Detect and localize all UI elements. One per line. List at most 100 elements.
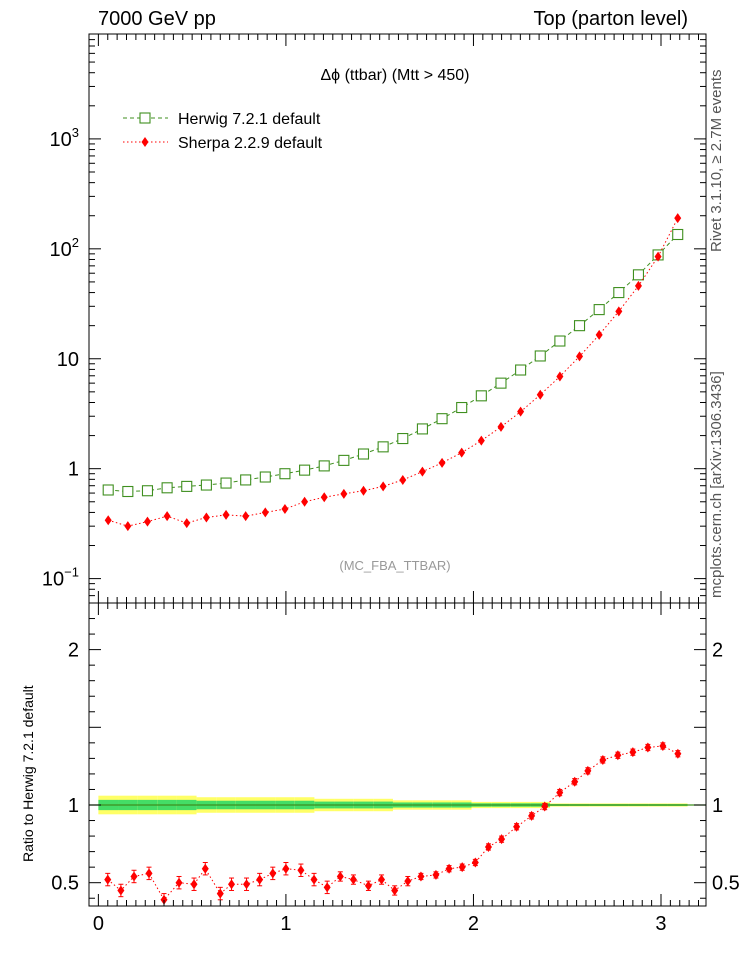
sherpa-ratio-point — [228, 879, 236, 890]
sherpa-point — [340, 488, 348, 499]
sherpa-point — [281, 503, 289, 514]
sherpa-ratio-point — [216, 888, 224, 899]
sherpa-point — [301, 496, 309, 507]
sherpa-ratio-point — [614, 750, 622, 761]
sherpa-ratio-point — [104, 874, 112, 885]
legend-sherpa-label: Sherpa 2.2.9 default — [178, 135, 323, 152]
legend-sherpa-marker — [141, 137, 149, 147]
sherpa-ratio-point — [391, 885, 399, 896]
herwig-point — [436, 413, 448, 425]
sherpa-point — [477, 435, 485, 446]
sherpa-ratio-point — [458, 862, 466, 873]
herwig-point — [279, 468, 291, 480]
sherpa-point — [497, 421, 505, 432]
herwig-point — [299, 464, 311, 476]
herwig-point — [220, 477, 232, 489]
sherpa-point — [183, 518, 191, 529]
herwig-point — [672, 228, 684, 241]
sherpa-point — [359, 485, 367, 496]
herwig-point — [161, 482, 173, 494]
herwig-point — [593, 304, 605, 316]
sherpa-ratio-point — [117, 885, 125, 896]
herwig-point — [397, 432, 409, 445]
sherpa-ratio-point — [528, 810, 536, 821]
herwig-point — [240, 474, 252, 486]
sherpa-point — [418, 466, 426, 477]
sherpa-point — [438, 457, 446, 468]
sherpa-series-line — [108, 217, 679, 527]
sherpa-ratio-point — [404, 876, 412, 887]
sherpa-ratio-point — [282, 863, 290, 874]
herwig-point — [495, 377, 507, 389]
sherpa-ratio-point — [584, 765, 592, 776]
herwig-point — [122, 485, 134, 498]
herwig-point — [573, 320, 586, 332]
header-process-label: 7000 GeV pp — [98, 8, 216, 30]
sherpa-point — [163, 511, 171, 522]
herwig-point — [102, 484, 114, 496]
ratio-y-tick-label-left: 0.5 — [51, 873, 79, 895]
analysis-label: (MC_FBA_TTBAR) — [339, 558, 450, 573]
legend-herwig-marker — [139, 112, 151, 124]
ratio-plot-frame — [88, 602, 707, 907]
sherpa-point — [261, 507, 269, 518]
main-y-tick-label: 10 — [57, 349, 79, 371]
sherpa-ratio-point — [417, 871, 425, 882]
main-y-tick-label: 103 — [50, 125, 79, 151]
herwig-point — [456, 401, 468, 414]
axis-tick-labels: 10−1 1 10 102 103 0.5 0.5 1 1 2 2 0 1 2 3 — [42, 125, 740, 935]
herwig-point — [632, 269, 644, 281]
sherpa-ratio-point — [541, 801, 549, 812]
sherpa-ratio-point — [432, 869, 440, 880]
legend: Herwig 7.2.1 default Sherpa 2.2.9 default — [123, 111, 323, 152]
herwig-point — [200, 479, 212, 491]
sherpa-point — [615, 306, 623, 317]
sherpa-ratio-point — [310, 874, 318, 885]
sherpa-ratio-point — [175, 877, 183, 888]
sherpa-point — [634, 280, 642, 291]
herwig-point — [554, 335, 566, 347]
herwig-point — [181, 480, 193, 492]
sherpa-ratio-point — [269, 868, 277, 879]
main-series-group — [102, 213, 684, 532]
x-tick-label: 2 — [468, 913, 479, 935]
sherpa-point — [399, 474, 407, 485]
main-y-tick-label: 1 — [68, 459, 79, 481]
x-tick-label: 1 — [280, 913, 291, 935]
herwig-point — [141, 485, 154, 497]
sherpa-ratio-point — [629, 747, 637, 758]
ratio-y-tick-label-left: 2 — [68, 640, 79, 662]
sherpa-point — [143, 516, 151, 527]
sherpa-ratio-point — [145, 868, 153, 879]
sherpa-ratio-point — [471, 857, 479, 868]
sherpa-ratio-point — [498, 834, 506, 845]
herwig-point — [318, 460, 330, 472]
sherpa-ratio-point — [378, 874, 386, 885]
sherpa-ratio-line — [107, 745, 679, 901]
sherpa-ratio-point — [571, 776, 579, 787]
herwig-point — [357, 448, 370, 460]
sherpa-point — [654, 251, 662, 262]
herwig-point — [475, 390, 487, 402]
sherpa-point — [517, 406, 525, 417]
herwig-series-line — [108, 234, 679, 493]
sherpa-ratio-point — [323, 882, 331, 893]
sherpa-ratio-point — [297, 865, 305, 876]
sherpa-point — [222, 509, 230, 520]
legend-herwig-label: Herwig 7.2.1 default — [178, 111, 321, 128]
sherpa-ratio-point — [243, 879, 251, 890]
herwig-point — [613, 287, 625, 299]
ratio-y-tick-label-left: 1 — [68, 795, 79, 817]
sherpa-point — [458, 447, 466, 458]
axis-ticks — [89, 33, 706, 906]
herwig-point — [377, 441, 389, 453]
sherpa-point — [556, 371, 564, 382]
chart-title: Δϕ (ttbar) (Mtt > 450) — [320, 67, 469, 84]
sherpa-point — [576, 351, 584, 362]
main-y-tick-label: 102 — [50, 235, 79, 261]
sherpa-point — [202, 512, 210, 523]
sherpa-point — [124, 521, 132, 532]
sherpa-point — [595, 329, 603, 340]
sherpa-ratio-point — [659, 740, 667, 751]
ratio-y-tick-label-right: 1 — [712, 795, 723, 817]
